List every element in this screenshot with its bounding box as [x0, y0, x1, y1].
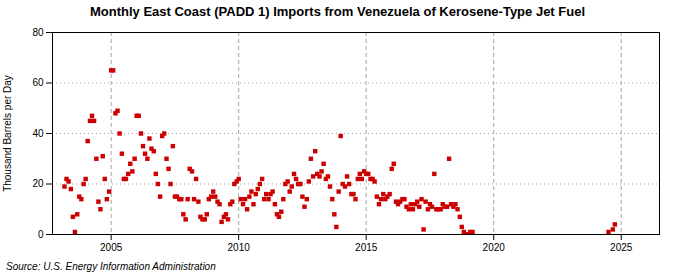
svg-text:20: 20 [32, 178, 44, 189]
svg-text:2020: 2020 [483, 242, 506, 253]
svg-text:80: 80 [32, 27, 44, 38]
svg-text:0: 0 [38, 229, 44, 240]
svg-text:Thousand Barrels per Day: Thousand Barrels per Day [2, 75, 13, 192]
html-text:Source: U.S. Energy Informatio: Source: U.S. Energy Information Administ… [6, 261, 216, 272]
svg-text:2015: 2015 [355, 242, 378, 253]
html-text:Monthly East Coast (PADD 1) Im: Monthly East Coast (PADD 1) Imports from… [90, 4, 585, 19]
svg-text:2010: 2010 [228, 242, 251, 253]
svg-text:2005: 2005 [100, 242, 123, 253]
svg-text:40: 40 [32, 128, 44, 139]
svg-text:60: 60 [32, 77, 44, 88]
svg-text:2025: 2025 [610, 242, 633, 253]
